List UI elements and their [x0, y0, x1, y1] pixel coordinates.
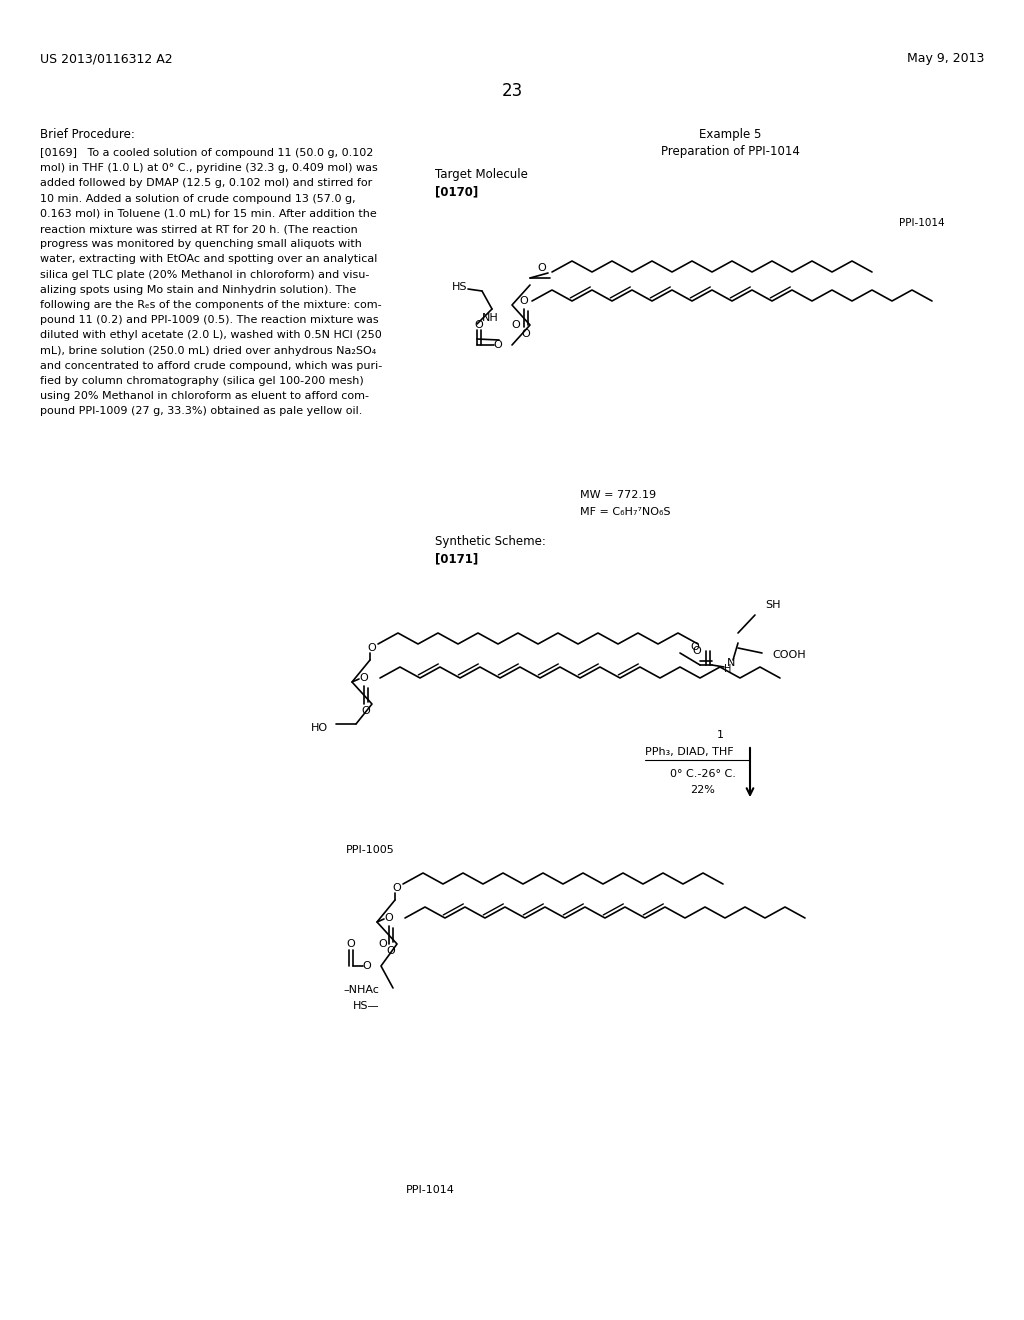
Text: 22%: 22% [690, 785, 715, 795]
Text: Target Molecule: Target Molecule [435, 168, 528, 181]
Text: HS—: HS— [352, 1001, 379, 1011]
Text: and concentrated to afford crude compound, which was puri-: and concentrated to afford crude compoun… [40, 360, 382, 371]
Text: using 20% Methanol in chloroform as eluent to afford com-: using 20% Methanol in chloroform as elue… [40, 391, 369, 401]
Text: water, extracting with EtOAc and spotting over an analytical: water, extracting with EtOAc and spottin… [40, 255, 378, 264]
Text: O: O [387, 946, 395, 956]
Text: [0171]: [0171] [435, 552, 478, 565]
Text: reaction mixture was stirred at RT for 20 h. (The reaction: reaction mixture was stirred at RT for 2… [40, 224, 357, 234]
Text: O: O [392, 883, 401, 894]
Text: 0.163 mol) in Toluene (1.0 mL) for 15 min. After addition the: 0.163 mol) in Toluene (1.0 mL) for 15 mi… [40, 209, 377, 219]
Text: Example 5: Example 5 [698, 128, 761, 141]
Text: Synthetic Scheme:: Synthetic Scheme: [435, 535, 546, 548]
Text: H: H [724, 664, 732, 675]
Text: O: O [347, 939, 355, 949]
Text: progress was monitored by quenching small aliquots with: progress was monitored by quenching smal… [40, 239, 361, 249]
Text: O: O [692, 645, 701, 656]
Text: NH: NH [481, 313, 499, 323]
Text: following are the Rₑs of the components of the mixture: com-: following are the Rₑs of the components … [40, 300, 382, 310]
Text: PPI-1014: PPI-1014 [899, 218, 945, 228]
Text: MW = 772.19: MW = 772.19 [580, 490, 656, 500]
Text: O: O [362, 961, 372, 972]
Text: 1: 1 [717, 730, 724, 741]
Text: 10 min. Added a solution of crude compound 13 (57.0 g,: 10 min. Added a solution of crude compou… [40, 194, 355, 203]
Text: May 9, 2013: May 9, 2013 [906, 51, 984, 65]
Text: PPI-1014: PPI-1014 [406, 1185, 455, 1195]
Text: silica gel TLC plate (20% Methanol in chloroform) and visu-: silica gel TLC plate (20% Methanol in ch… [40, 269, 370, 280]
Text: added followed by DMAP (12.5 g, 0.102 mol) and stirred for: added followed by DMAP (12.5 g, 0.102 mo… [40, 178, 373, 189]
Text: Brief Procedure:: Brief Procedure: [40, 128, 135, 141]
Text: pound 11 (0.2) and PPI-1009 (0.5). The reaction mixture was: pound 11 (0.2) and PPI-1009 (0.5). The r… [40, 315, 379, 325]
Text: O: O [512, 319, 520, 330]
Text: Preparation of PPI-1014: Preparation of PPI-1014 [660, 145, 800, 158]
Text: alizing spots using Mo stain and Ninhydrin solution). The: alizing spots using Mo stain and Ninhydr… [40, 285, 356, 294]
Text: 23: 23 [502, 82, 522, 100]
Text: PPI-1005: PPI-1005 [346, 845, 394, 855]
Text: US 2013/0116312 A2: US 2013/0116312 A2 [40, 51, 173, 65]
Text: HO: HO [311, 723, 328, 733]
Text: HS: HS [453, 282, 468, 292]
Text: N: N [727, 657, 735, 668]
Text: pound PPI-1009 (27 g, 33.3%) obtained as pale yellow oil.: pound PPI-1009 (27 g, 33.3%) obtained as… [40, 407, 362, 416]
Text: –NHAc: –NHAc [343, 985, 379, 995]
Text: O: O [494, 341, 503, 350]
Text: O: O [368, 643, 377, 653]
Text: MF = C₆H₇⁷NO₆S: MF = C₆H₇⁷NO₆S [580, 507, 671, 517]
Text: SH: SH [765, 601, 780, 610]
Text: mol) in THF (1.0 L) at 0° C., pyridine (32.3 g, 0.409 mol) was: mol) in THF (1.0 L) at 0° C., pyridine (… [40, 164, 378, 173]
Text: mL), brine solution (250.0 mL) dried over anhydrous Na₂SO₄: mL), brine solution (250.0 mL) dried ove… [40, 346, 376, 355]
Text: PPh₃, DIAD, THF: PPh₃, DIAD, THF [645, 747, 733, 756]
Text: O: O [475, 319, 483, 330]
Text: O: O [538, 263, 547, 273]
Text: diluted with ethyl acetate (2.0 L), washed with 0.5N HCl (250: diluted with ethyl acetate (2.0 L), wash… [40, 330, 382, 341]
Text: O: O [385, 913, 393, 923]
Text: O: O [690, 642, 699, 652]
Text: O: O [359, 673, 369, 682]
Text: O: O [361, 706, 371, 715]
Text: O: O [521, 329, 530, 339]
Text: O: O [379, 939, 387, 949]
Text: 0° C.-26° C.: 0° C.-26° C. [670, 770, 736, 779]
Text: fied by column chromatography (silica gel 100-200 mesh): fied by column chromatography (silica ge… [40, 376, 364, 385]
Text: O: O [519, 296, 528, 306]
Text: [0169]   To a cooled solution of compound 11 (50.0 g, 0.102: [0169] To a cooled solution of compound … [40, 148, 374, 158]
Text: [0170]: [0170] [435, 185, 478, 198]
Text: COOH: COOH [772, 649, 806, 660]
